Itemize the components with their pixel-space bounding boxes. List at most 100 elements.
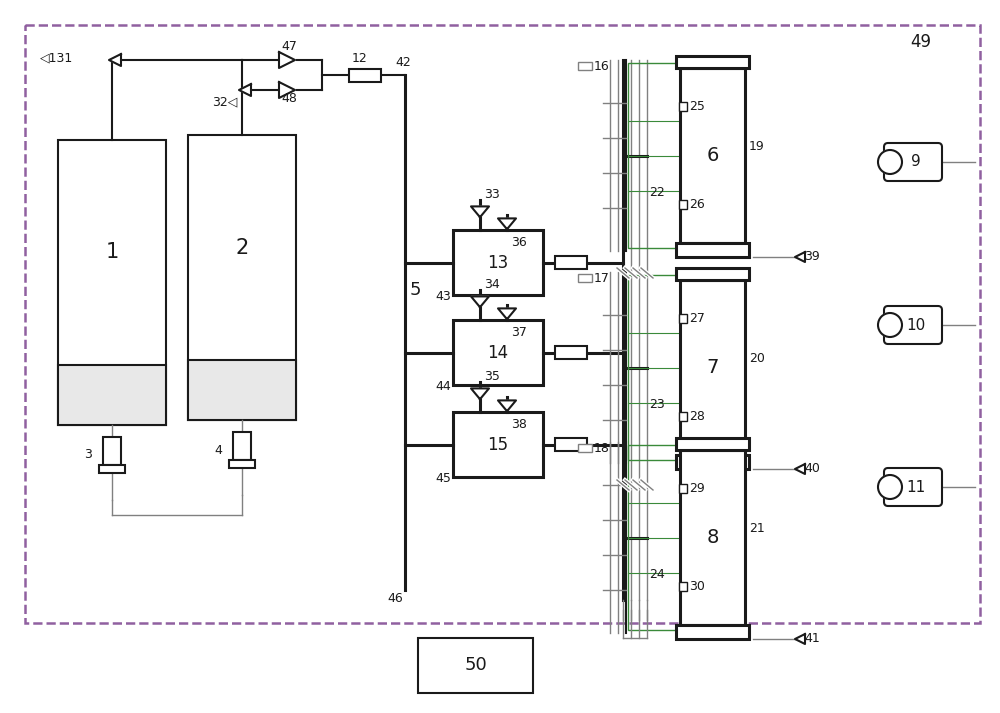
Text: 22: 22	[649, 186, 665, 199]
Bar	[555, 438, 587, 451]
Circle shape	[878, 150, 902, 174]
Circle shape	[878, 475, 902, 499]
Text: 37: 37	[511, 326, 527, 339]
Bar	[676, 625, 749, 639]
Bar	[578, 274, 592, 282]
Bar	[679, 582, 687, 590]
Bar	[58, 365, 166, 425]
Bar	[578, 444, 592, 452]
Text: 24: 24	[649, 568, 665, 581]
Bar	[453, 412, 543, 477]
Text: 5: 5	[410, 281, 422, 299]
Bar	[233, 432, 251, 460]
Bar	[676, 438, 749, 450]
Text: 21: 21	[749, 522, 765, 535]
Text: 10: 10	[906, 317, 926, 332]
Bar	[25, 25, 980, 623]
Text: 44: 44	[435, 381, 451, 394]
Text: 28: 28	[689, 410, 705, 423]
Bar	[680, 450, 745, 625]
Text: 19: 19	[749, 140, 765, 153]
Bar	[676, 268, 749, 280]
Bar	[229, 460, 255, 468]
Polygon shape	[795, 252, 805, 262]
Polygon shape	[471, 297, 489, 307]
Text: 25: 25	[689, 100, 705, 113]
Polygon shape	[279, 52, 295, 68]
Bar	[679, 411, 687, 421]
Text: 40: 40	[804, 463, 820, 476]
Bar	[679, 314, 687, 322]
Text: 42: 42	[395, 56, 411, 69]
Bar	[628, 445, 680, 630]
Bar	[628, 275, 680, 460]
Polygon shape	[109, 54, 121, 66]
Text: 17: 17	[594, 272, 610, 284]
Text: 45: 45	[435, 473, 451, 486]
Bar	[453, 230, 543, 295]
Bar	[103, 437, 121, 465]
Text: 29: 29	[689, 482, 705, 495]
Text: ◁131: ◁131	[40, 51, 73, 64]
Text: 15: 15	[487, 436, 509, 453]
Bar	[680, 68, 745, 243]
Bar	[676, 243, 749, 257]
Bar	[188, 360, 296, 420]
Text: 43: 43	[435, 290, 451, 304]
Polygon shape	[795, 634, 805, 644]
Text: 13: 13	[487, 254, 509, 272]
Text: 7: 7	[706, 358, 719, 377]
Bar	[58, 140, 166, 425]
Text: 49: 49	[910, 33, 931, 51]
Bar	[555, 346, 587, 359]
Text: 46: 46	[387, 592, 403, 605]
FancyBboxPatch shape	[884, 306, 942, 344]
Text: 48: 48	[281, 93, 297, 106]
Text: 39: 39	[804, 250, 820, 264]
Bar	[188, 135, 296, 420]
Text: 35: 35	[484, 371, 500, 384]
Text: 34: 34	[484, 279, 500, 292]
FancyBboxPatch shape	[884, 468, 942, 506]
Bar	[418, 638, 533, 693]
Bar	[555, 256, 587, 269]
Text: 16: 16	[594, 59, 610, 73]
Text: 20: 20	[749, 352, 765, 365]
Text: 50: 50	[464, 657, 487, 674]
Text: 23: 23	[649, 398, 665, 411]
Polygon shape	[471, 389, 489, 399]
Text: 12: 12	[352, 53, 368, 66]
Polygon shape	[279, 82, 295, 98]
Polygon shape	[795, 464, 805, 474]
Text: 6: 6	[706, 146, 719, 165]
Polygon shape	[498, 218, 516, 229]
Text: 27: 27	[689, 312, 705, 325]
Polygon shape	[498, 401, 516, 411]
Text: 3: 3	[84, 448, 92, 461]
Bar	[578, 62, 592, 70]
Bar	[676, 455, 749, 469]
Text: 36: 36	[511, 235, 527, 249]
Bar	[628, 63, 680, 248]
Bar	[99, 465, 125, 473]
Text: 9: 9	[911, 155, 921, 170]
Text: 4: 4	[214, 443, 222, 456]
Bar	[680, 280, 745, 455]
Circle shape	[878, 313, 902, 337]
FancyBboxPatch shape	[884, 143, 942, 181]
Text: 41: 41	[804, 632, 820, 645]
Text: 32◁: 32◁	[212, 96, 237, 108]
Polygon shape	[471, 206, 489, 217]
Bar	[453, 320, 543, 385]
Bar	[349, 68, 381, 81]
Text: 38: 38	[511, 418, 527, 431]
Text: 1: 1	[105, 242, 119, 262]
Polygon shape	[498, 309, 516, 319]
Bar	[676, 56, 749, 68]
Text: 18: 18	[594, 441, 610, 454]
Text: 33: 33	[484, 188, 500, 202]
Text: 14: 14	[487, 344, 509, 361]
Text: 8: 8	[706, 528, 719, 547]
Bar	[679, 200, 687, 208]
Bar	[679, 483, 687, 493]
